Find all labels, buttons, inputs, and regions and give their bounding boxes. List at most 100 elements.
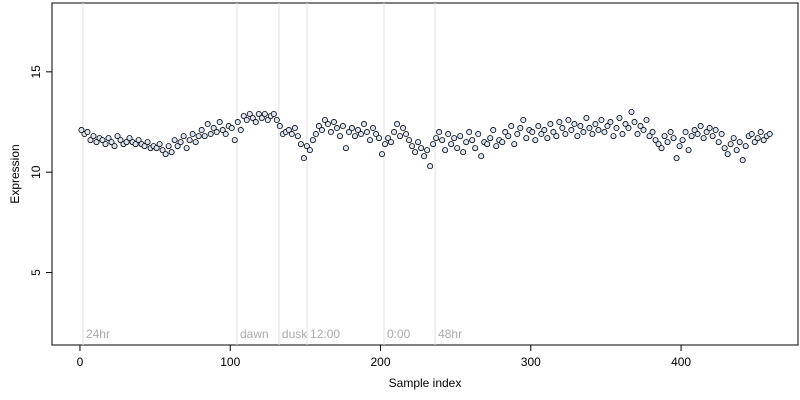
point [556, 119, 563, 126]
point [288, 131, 295, 138]
point [252, 119, 259, 126]
y-tick-label: 5 [29, 269, 43, 276]
y-tick-label: 15 [29, 65, 43, 79]
x-axis-label: Sample index [389, 376, 462, 390]
point [490, 127, 497, 134]
point [258, 115, 265, 122]
point [766, 131, 773, 138]
point [463, 139, 470, 146]
point [141, 143, 148, 150]
point [105, 135, 112, 142]
point [135, 137, 142, 144]
point [694, 131, 701, 138]
point [703, 129, 710, 136]
point [724, 151, 731, 158]
point [351, 133, 358, 140]
point [544, 135, 551, 142]
point [294, 133, 301, 140]
point [249, 115, 256, 122]
point [321, 117, 328, 124]
x-tick-label: 300 [521, 355, 541, 369]
annotation-label: dusk [282, 327, 308, 341]
point [466, 129, 473, 136]
point [424, 147, 431, 154]
point [309, 137, 316, 144]
point [144, 139, 151, 146]
point [442, 147, 449, 154]
annotation-label: 48hr [438, 327, 462, 341]
point [231, 137, 238, 144]
point [415, 139, 422, 146]
point [469, 137, 476, 144]
point [336, 133, 343, 140]
point [685, 147, 692, 154]
point [688, 133, 695, 140]
point [472, 145, 479, 152]
point [303, 143, 310, 150]
point [619, 131, 626, 138]
point [126, 135, 133, 142]
point [198, 127, 205, 134]
point [616, 115, 623, 122]
point [673, 155, 680, 162]
point [222, 131, 229, 138]
point [114, 133, 121, 140]
point [312, 131, 319, 138]
annotation-label: 12:00 [310, 327, 340, 341]
point [592, 121, 599, 128]
point [388, 139, 395, 146]
point [397, 133, 404, 140]
point [195, 133, 202, 140]
point [219, 127, 226, 134]
point [478, 153, 485, 160]
point [153, 145, 160, 152]
point [363, 129, 370, 136]
annotation-label: 24hr [86, 327, 110, 341]
point [297, 141, 304, 148]
point [102, 141, 109, 148]
point [132, 141, 139, 148]
point [189, 131, 196, 138]
point [186, 137, 193, 144]
point [634, 131, 641, 138]
point [382, 141, 389, 148]
point [679, 137, 686, 144]
point [583, 115, 590, 122]
point [487, 135, 494, 142]
point [643, 117, 650, 124]
point [553, 133, 560, 140]
point [559, 125, 566, 132]
point [406, 137, 413, 144]
point [345, 129, 352, 136]
point [439, 137, 446, 144]
point [445, 131, 452, 138]
point [550, 129, 557, 136]
point [535, 123, 542, 130]
point [715, 139, 722, 146]
point [264, 117, 271, 124]
point [649, 129, 656, 136]
point [324, 121, 331, 128]
point [216, 119, 223, 126]
point [712, 127, 719, 134]
point [412, 149, 419, 156]
point [427, 163, 434, 170]
point [108, 139, 115, 146]
point [370, 125, 377, 132]
point [78, 127, 85, 134]
point [207, 131, 214, 138]
plot-frame [51, 2, 799, 346]
point [505, 133, 512, 140]
point [682, 129, 689, 136]
point [246, 110, 253, 117]
point [270, 110, 277, 117]
point [517, 125, 524, 132]
point [123, 139, 130, 146]
point [595, 127, 602, 134]
point [607, 119, 614, 126]
point [285, 127, 292, 134]
point [586, 125, 593, 132]
point [700, 135, 707, 142]
point [210, 125, 217, 132]
